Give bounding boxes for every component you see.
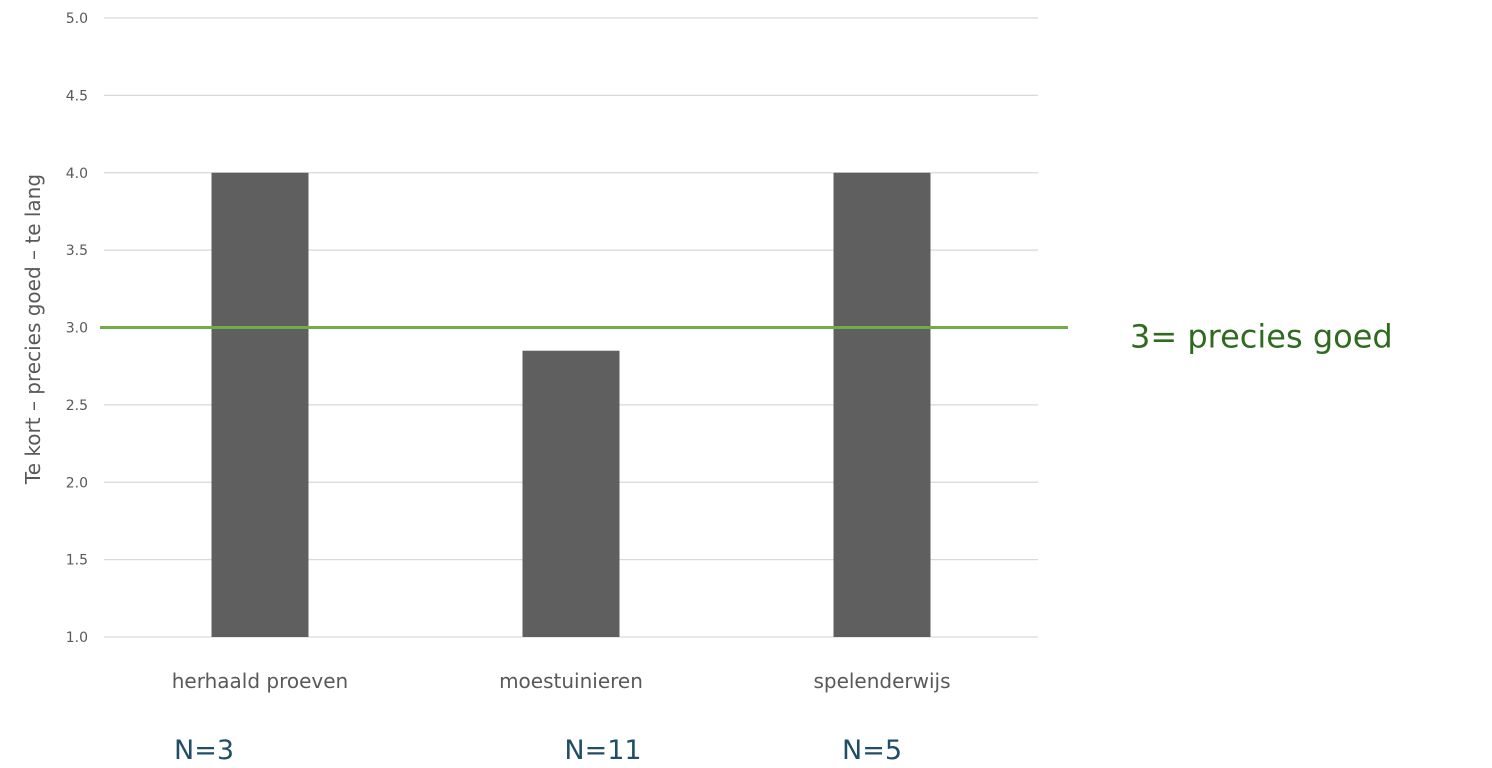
- sample-size-label: N=3: [174, 735, 234, 763]
- y-tick-label: 2.0: [66, 475, 88, 491]
- y-axis-ticks: 1.0 1.5 2.0 2.5 3.0 3.5 4.0 4.5 5.0: [66, 11, 88, 646]
- x-category-label: spelenderwijs: [813, 669, 950, 693]
- sample-size-label: N=5: [842, 735, 902, 763]
- y-tick-label: 3.5: [66, 243, 88, 259]
- y-tick-label: 1.5: [66, 553, 88, 569]
- sample-size-labels: N=3 N=11 N=5: [174, 735, 902, 766]
- y-tick-label: 4.0: [66, 166, 88, 182]
- bar: [833, 172, 931, 637]
- x-axis-categories: herhaald proeven moestuinieren spelenderwi…: [172, 669, 951, 693]
- y-tick-label: 4.5: [66, 88, 88, 104]
- sample-size-label: N=11: [564, 735, 641, 763]
- x-category-label: herhaald proeven: [172, 669, 348, 693]
- x-category-label: moestuinieren: [499, 669, 643, 693]
- y-tick-label: 5.0: [66, 11, 88, 27]
- y-tick-label: 2.5: [66, 398, 88, 414]
- y-tick-label: 3.0: [66, 321, 88, 337]
- reference-line-label: 3= precies goed: [1130, 318, 1393, 356]
- bar: [211, 172, 309, 637]
- y-tick-label: 1.0: [66, 630, 88, 646]
- y-axis-title: Te kort – precies goed – te lang: [21, 174, 45, 485]
- bars: [211, 172, 931, 637]
- reference-line-group: 3= precies goed: [100, 318, 1393, 356]
- bar: [522, 350, 620, 637]
